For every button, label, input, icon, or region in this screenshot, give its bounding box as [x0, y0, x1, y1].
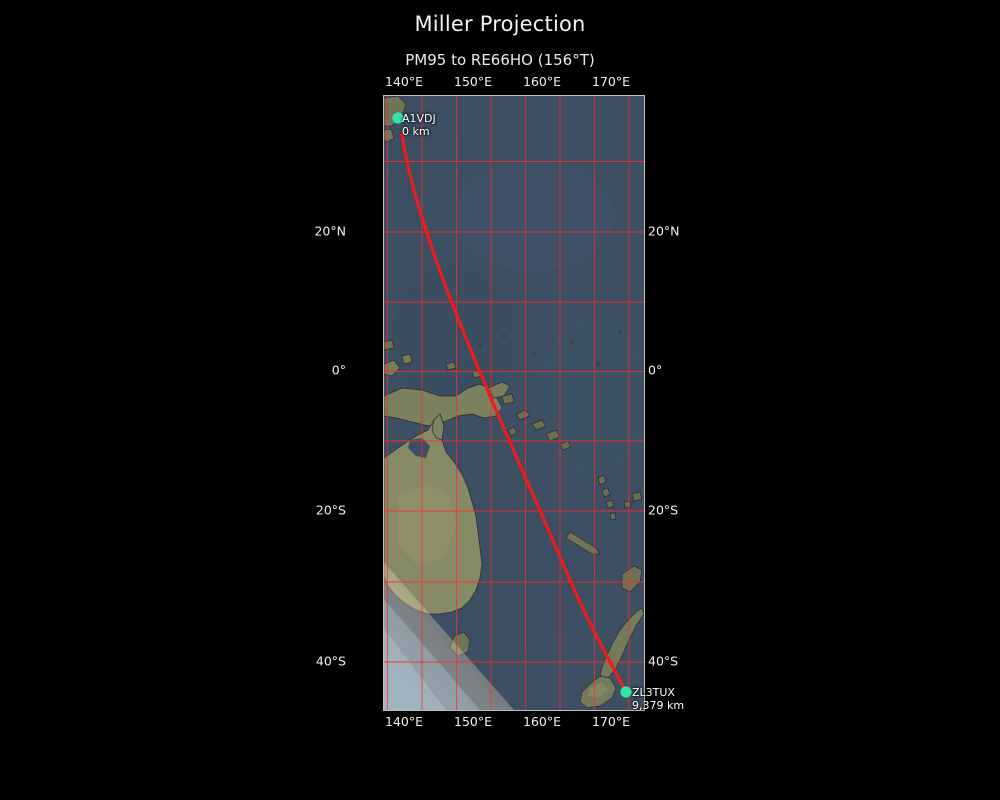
lat-tick-left-20s: 20°S: [315, 502, 346, 518]
gulf-carpentaria: [408, 438, 430, 458]
land-layer: [384, 96, 644, 709]
land-png-tail: [487, 381, 511, 399]
australia-interior: [398, 484, 456, 566]
land-morotai: [401, 353, 413, 365]
terminator-layer: [384, 562, 514, 710]
lon-tick-bottom-160e: 160°E: [522, 714, 562, 729]
end-callout: ZL3TUX 9,379 km: [632, 686, 684, 712]
land-new-caledonia: [565, 531, 601, 555]
lon-tick-bottom-150e: 150°E: [453, 714, 493, 729]
lat-tick-right-40s: 40°S: [648, 653, 679, 669]
chart-subtitle: PM95 to RE66HO (156°T): [405, 51, 595, 69]
lon-tick-top-140e: 140°E: [384, 74, 424, 89]
map-canvas: [384, 96, 644, 710]
map-clip: [384, 96, 644, 710]
end-marker-icon[interactable]: [620, 686, 632, 698]
land-micronesia: [478, 330, 622, 366]
lat-tick-right-20s: 20°S: [648, 502, 679, 518]
end-callsign-label: ZL3TUX: [632, 686, 675, 699]
start-distance-label: 0 km: [402, 125, 430, 138]
graticule-grid: [384, 96, 644, 710]
nz-southern-alps: [588, 682, 608, 698]
end-distance-label: 9,379 km: [632, 699, 685, 712]
land-solomon-islands: [507, 409, 572, 451]
land-vanuatu: [597, 474, 617, 521]
lat-tick-right-0: 0°: [648, 362, 663, 378]
lat-tick-left-40s: 40°S: [315, 653, 346, 669]
land-new-guinea: [384, 383, 503, 427]
land-new-britain: [501, 393, 515, 405]
lon-tick-top-170e: 170°E: [591, 74, 631, 89]
lat-tick-right-20n: 20°N: [648, 223, 680, 239]
page-title: Miller Projection: [414, 12, 586, 36]
lon-tick-top-150e: 150°E: [453, 74, 493, 89]
lon-tick-top-160e: 160°E: [522, 74, 562, 89]
start-marker-icon[interactable]: [392, 112, 404, 124]
lat-tick-left-20n: 20°N: [314, 223, 346, 239]
land-sulawesi: [384, 339, 395, 351]
great-circle-path: [400, 132, 628, 694]
land-ryukyu: [384, 128, 395, 143]
map-plot-area[interactable]: [383, 95, 645, 711]
lat-tick-left-0: 0°: [331, 362, 346, 378]
land-cape-york: [431, 413, 445, 441]
lon-tick-bottom-170e: 170°E: [591, 714, 631, 729]
land-manus: [445, 361, 457, 371]
land-halmahera: [384, 359, 401, 377]
start-callout: A1VDJ 0 km: [402, 112, 436, 138]
start-callsign-label: A1VDJ: [402, 112, 436, 125]
lon-tick-bottom-140e: 140°E: [384, 714, 424, 729]
